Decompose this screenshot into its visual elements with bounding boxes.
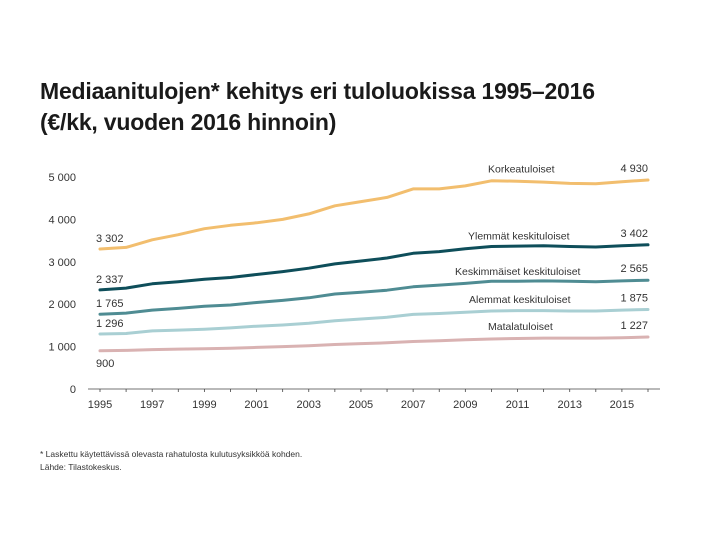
y-tick-label: 0 — [70, 384, 76, 396]
x-tick-label: 1997 — [140, 399, 164, 411]
series-name-label: Matalatuloiset — [488, 321, 553, 333]
series-line — [98, 178, 650, 251]
x-tick-label: 1999 — [192, 399, 216, 411]
series-line — [98, 308, 650, 336]
series-end-label: 2 565 — [620, 263, 648, 275]
series-name-label: Alemmat keskituloiset — [469, 294, 571, 306]
footnote-block: * Laskettu käytettävissä olevasta rahatu… — [40, 448, 690, 474]
series-end-label: 1 875 — [620, 293, 648, 305]
title-line-2: (€/kk, vuoden 2016 hinnoin) — [40, 109, 337, 135]
series-end-label: 3 402 — [620, 228, 648, 240]
x-tick-label: 2001 — [244, 399, 268, 411]
series-labels: 3 302 4 930 Korkeatuloiset 2 337 3 402 Ylemmä… — [96, 163, 648, 370]
y-axis: 0 1 000 2 000 3 000 4 000 5 000 — [48, 172, 76, 396]
series-line — [98, 278, 650, 316]
series-start-label: 2 337 — [96, 274, 124, 286]
x-axis: 1995 1997 1999 2001 2003 2005 2007 2009 2011 2013… — [88, 388, 660, 411]
y-tick-label: 5 000 — [48, 172, 76, 184]
series-name-label: Korkeatuloiset — [488, 163, 555, 175]
footnote-text: * Laskettu käytettävissä olevasta rahatu… — [40, 449, 303, 459]
x-tick-label: 2013 — [557, 399, 581, 411]
series-start-label: 900 — [96, 358, 114, 370]
source-text: Lähde: Tilastokeskus. — [40, 462, 122, 472]
series-start-label: 1 765 — [96, 298, 124, 310]
series-end-label: 4 930 — [620, 163, 648, 175]
x-tick-label: 2015 — [610, 399, 634, 411]
x-tick-label: 2005 — [349, 399, 373, 411]
y-tick-label: 4 000 — [48, 214, 76, 226]
series-lines — [98, 178, 650, 353]
x-tick-label: 2009 — [453, 399, 477, 411]
y-tick-label: 1 000 — [48, 342, 76, 354]
series-name-label: Ylemmät keskituloiset — [468, 230, 570, 242]
x-tick-label: 2007 — [401, 399, 425, 411]
series-name-label: Keskimmäiset keskituloiset — [455, 266, 581, 278]
series-line — [98, 335, 650, 353]
series-line — [98, 243, 650, 292]
title-line-1: Mediaanitulojen* kehitys eri tuloluokiss… — [40, 78, 595, 104]
x-tick-label: 2003 — [297, 399, 321, 411]
y-tick-label: 3 000 — [48, 257, 76, 269]
x-tick-label: 1995 — [88, 399, 112, 411]
y-tick-label: 2 000 — [48, 299, 76, 311]
series-start-label: 3 302 — [96, 233, 124, 245]
chart-title: Mediaanitulojen* kehitys eri tuloluokiss… — [40, 76, 700, 138]
x-tick-label: 2011 — [506, 399, 530, 411]
series-end-label: 1 227 — [620, 320, 648, 332]
series-start-label: 1 296 — [96, 318, 124, 330]
